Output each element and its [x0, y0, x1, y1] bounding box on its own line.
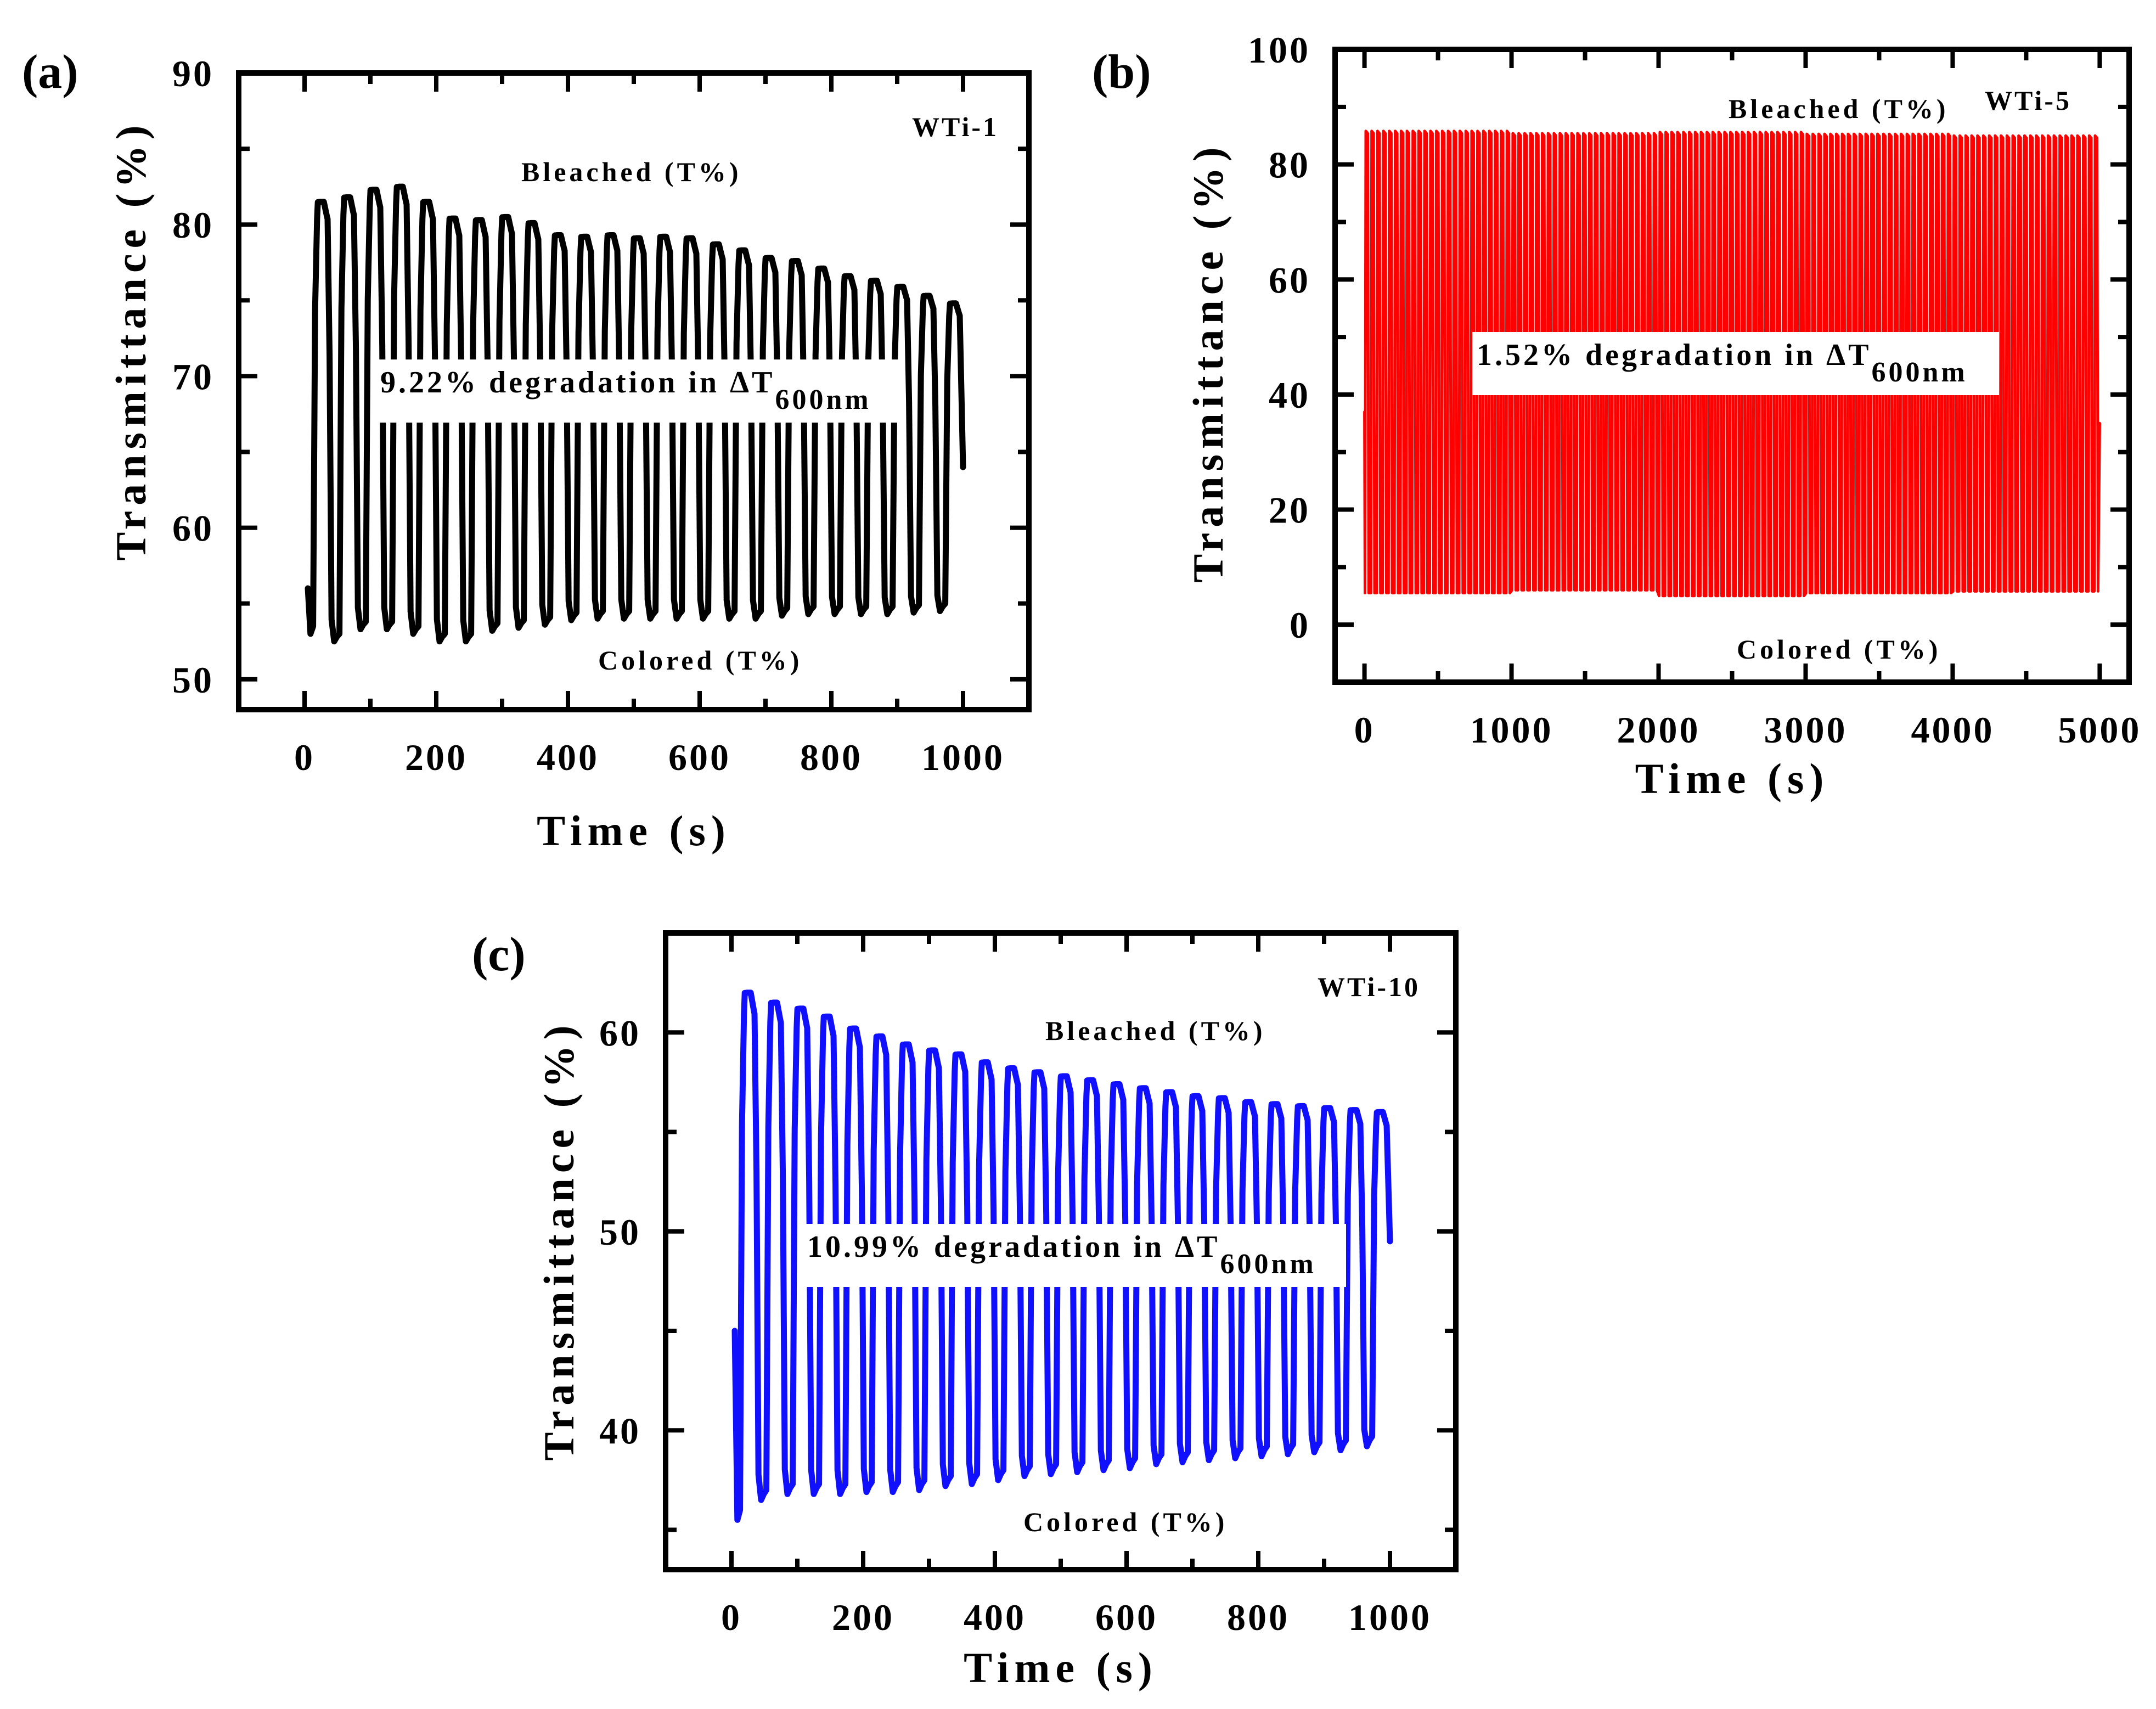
x-tick-label: 1000 — [1348, 1596, 1432, 1638]
y-axis-title: Transmittance (%) — [1184, 142, 1232, 582]
x-tick-label: 3000 — [1764, 709, 1847, 751]
y-axis-title: Transmittance (%) — [107, 120, 155, 560]
sample-label: WTi-5 — [1985, 85, 2071, 116]
y-axis-title: Transmittance (%) — [535, 1020, 583, 1460]
bleached-annotation: Bleached (T%) — [521, 156, 742, 187]
x-tick-label: 1000 — [1470, 709, 1553, 751]
y-tick-label: 0 — [1290, 604, 1310, 646]
y-tick-label: 20 — [1269, 490, 1310, 531]
x-tick-label: 400 — [537, 737, 599, 778]
y-tick-label: 90 — [172, 53, 214, 94]
x-tick-label: 600 — [668, 737, 731, 778]
degradation-main: 9.22% degradation in ΔT — [380, 366, 775, 400]
degradation-box — [1472, 332, 1999, 395]
chart-panel-2: 0 1000 2000 3000 4000 5000 0 20 40 60 80 100 Time (s… — [1092, 29, 2141, 802]
y-tick-label: 40 — [1269, 374, 1310, 416]
x-tick-label: 600 — [1095, 1596, 1158, 1638]
degradation-main: 1.52% degradation in ΔT — [1477, 338, 1872, 372]
y-tick-label: 70 — [172, 356, 214, 397]
x-tick-label: 800 — [1227, 1596, 1290, 1638]
y-tick-label: 50 — [172, 659, 214, 701]
colored-annotation: Colored (T%) — [1737, 634, 1941, 665]
degradation-box — [803, 1224, 1346, 1287]
y-tick-label: 50 — [599, 1211, 641, 1253]
x-tick-label: 4000 — [1911, 709, 1994, 751]
y-tick-label: 60 — [172, 508, 214, 549]
degradation-label: 9.22% degradation in ΔT600nm — [380, 366, 871, 415]
y-tick-label: 40 — [599, 1410, 641, 1452]
x-axis-title: Time (s) — [537, 807, 731, 854]
y-tick-label: 80 — [1269, 144, 1310, 186]
x-tick-label: 400 — [964, 1596, 1026, 1638]
sample-label-bg — [1297, 962, 1434, 1009]
y-tick-label: 60 — [1269, 259, 1310, 301]
sample-label-bg — [1948, 76, 2085, 122]
degradation-subscript: 600nm — [775, 384, 871, 415]
degradation-label: 10.99% degradation in ΔT600nm — [807, 1230, 1316, 1280]
x-tick-label: 800 — [800, 737, 863, 778]
x-tick-label: 0 — [721, 1596, 742, 1638]
x-tick-label: 0 — [1354, 709, 1375, 751]
series-line-WTi-10 — [731, 990, 1393, 1523]
bleached-annotation: Bleached (T%) — [1729, 93, 1949, 124]
x-tick-label: 5000 — [2058, 709, 2141, 751]
panel-label: (a) — [22, 46, 78, 99]
y-tick-label: 80 — [172, 204, 214, 246]
x-axis-title: Time (s) — [1635, 755, 1829, 802]
x-tick-label: 200 — [405, 737, 468, 778]
x-axis-title: Time (s) — [964, 1644, 1158, 1691]
chart-panel-1: 0 200 400 600 800 1000 50 60 70 80 90 Time (s) Trans… — [22, 46, 1032, 854]
degradation-label: 1.52% degradation in ΔT600nm — [1477, 338, 1968, 388]
bleached-annotation: Bleached (T%) — [1045, 1015, 1266, 1046]
x-tick-label: 2000 — [1617, 709, 1701, 751]
degradation-box — [376, 359, 903, 423]
sample-label: WTi-10 — [1318, 971, 1420, 1002]
y-tick-label: 100 — [1248, 29, 1310, 71]
panel-label: (b) — [1092, 46, 1151, 99]
colored-annotation: Colored (T%) — [598, 645, 802, 676]
degradation-subscript: 600nm — [1220, 1249, 1316, 1280]
sample-label-bg — [875, 102, 1012, 149]
series-line-WTi-1 — [305, 183, 966, 645]
x-tick-label: 0 — [294, 737, 315, 778]
x-tick-label: 1000 — [921, 737, 1005, 778]
x-tick-label: 200 — [832, 1596, 894, 1638]
degradation-subscript: 600nm — [1872, 357, 1968, 388]
sample-label: WTi-1 — [912, 111, 999, 142]
chart-panel-3: 0 200 400 600 800 1000 40 50 60 Time (s) Transmitt… — [472, 928, 1459, 1691]
y-tick-label: 60 — [599, 1012, 641, 1054]
panel-label: (c) — [472, 928, 526, 981]
degradation-main: 10.99% degradation in ΔT — [807, 1230, 1220, 1264]
colored-annotation: Colored (T%) — [1023, 1506, 1228, 1537]
